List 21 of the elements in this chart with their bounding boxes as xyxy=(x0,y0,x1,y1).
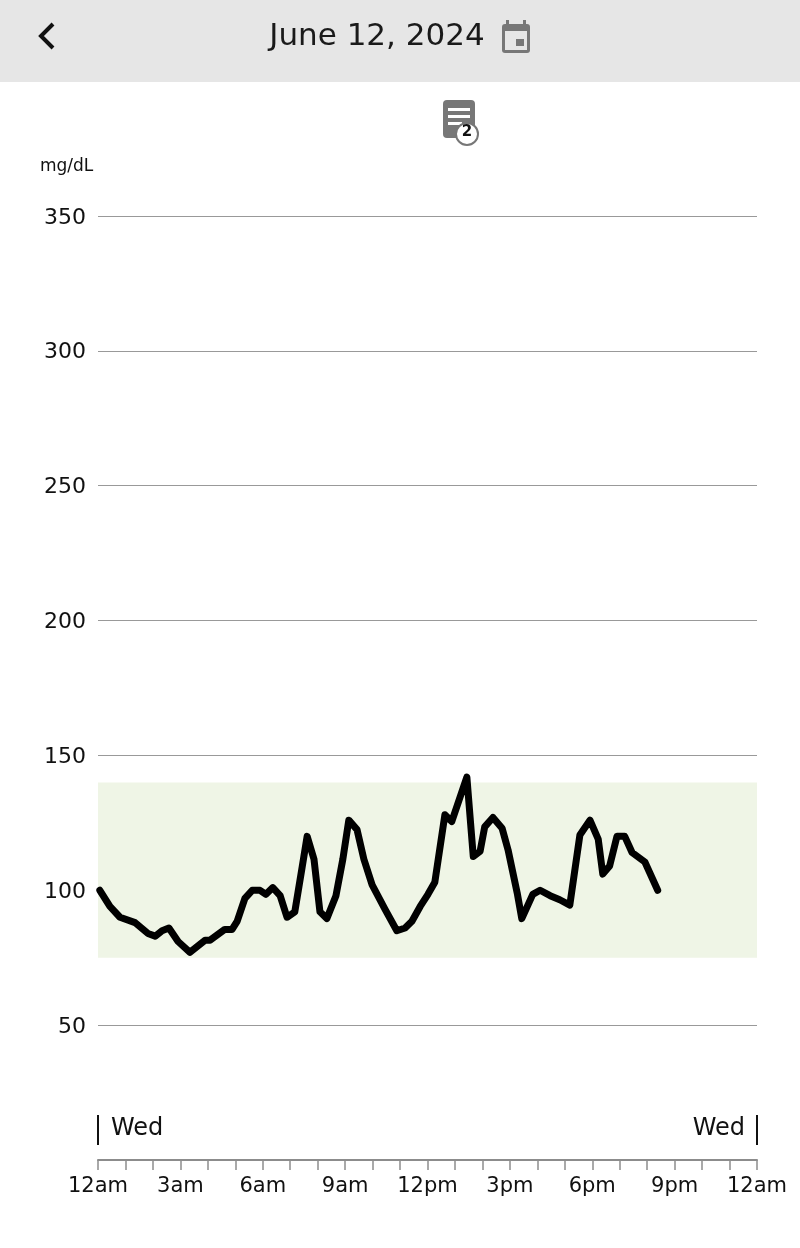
x-tick-label: 3pm xyxy=(486,1172,534,1197)
x-tick-label: 9am xyxy=(321,1172,369,1197)
x-tick-label: 12pm xyxy=(397,1172,458,1197)
x-tick-label: 6am xyxy=(239,1172,287,1197)
y-tick-label: 150 xyxy=(44,742,86,768)
x-tick-label: 12am xyxy=(67,1172,129,1197)
y-tick-label: 300 xyxy=(44,338,86,364)
annotation: Wed xyxy=(692,1113,745,1141)
annotation: Wed xyxy=(111,1113,164,1141)
x-tick-label: 9pm xyxy=(651,1172,699,1197)
y-tick-label: 200 xyxy=(44,608,86,634)
y-tick-label: 100 xyxy=(44,877,86,903)
x-tick-label: 6pm xyxy=(568,1172,616,1197)
y-tick-label: 350 xyxy=(44,203,86,229)
y-tick-label: 50 xyxy=(58,1012,86,1038)
x-tick-label: 12am xyxy=(726,1172,788,1197)
x-tick-label: 3am xyxy=(157,1172,204,1197)
chart-title: June 12, 2024 xyxy=(269,16,485,52)
y-tick-label: 250 xyxy=(44,473,86,499)
text: 2 xyxy=(460,122,474,140)
y-axis-title: mg/dL xyxy=(40,154,94,175)
